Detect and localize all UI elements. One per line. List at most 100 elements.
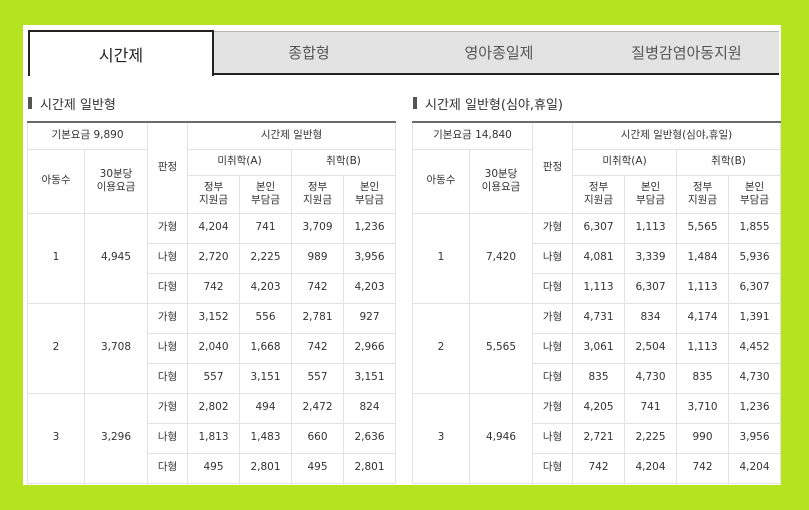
employed-self-cell: 927 bbox=[343, 302, 397, 334]
left-section-title: 시간제 일반형 bbox=[28, 93, 116, 113]
grade-cell: 다형 bbox=[147, 452, 189, 484]
grade-cell: 가형 bbox=[532, 302, 573, 334]
unemployed-self-cell: 6,307 bbox=[624, 272, 677, 304]
per30-header: 30분당 이용요금 bbox=[83, 148, 149, 214]
children-count-cell: 3 bbox=[412, 392, 470, 484]
unemployed-self-cell: 834 bbox=[624, 302, 677, 334]
unemployed-gov-cell: 4,204 bbox=[187, 212, 241, 244]
employed-self-cell: 4,203 bbox=[343, 272, 397, 304]
employed-self-cell: 2,966 bbox=[343, 332, 397, 364]
employed-gov-cell: 5,565 bbox=[676, 212, 729, 244]
employed-self-cell: 2,636 bbox=[343, 422, 397, 454]
unemployed-self-cell: 4,204 bbox=[624, 452, 677, 484]
grade-cell: 가형 bbox=[532, 392, 573, 424]
left-rate-table: 기본요금 9,890 판정 시간제 일반형 아동수 30분당 이용요금 미취학(A… bbox=[26, 121, 397, 484]
unemployed-self-cell: 741 bbox=[239, 212, 293, 244]
gov-header: 정부 지원금 bbox=[187, 174, 241, 214]
grade-cell: 나형 bbox=[147, 422, 189, 454]
gov-header: 정부 지원금 bbox=[291, 174, 345, 214]
employed-gov-cell: 1,113 bbox=[676, 332, 729, 364]
content-frame: 시간제 종합형 영아종일제 질병감염아동지원 시간제 일반형 시간제 일반형(심… bbox=[23, 25, 781, 485]
gov-header: 정부 지원금 bbox=[572, 174, 625, 214]
tab-infant-fullday[interactable]: 영아종일제 bbox=[404, 31, 594, 73]
unemployed-self-cell: 4,730 bbox=[624, 362, 677, 394]
children-count-cell: 3 bbox=[27, 392, 85, 484]
employed-self-cell: 6,307 bbox=[727, 272, 781, 304]
unemployed-self-cell: 2,225 bbox=[624, 422, 677, 454]
grade-cell: 가형 bbox=[147, 212, 189, 244]
children-count-cell: 1 bbox=[412, 212, 470, 304]
self-header: 본인 부담금 bbox=[727, 174, 781, 214]
table-row: 1 7,420 가형 6,307 1,113 5,565 1,855 bbox=[412, 212, 781, 304]
grade-cell: 나형 bbox=[532, 332, 573, 364]
unemployed-self-cell: 741 bbox=[624, 392, 677, 424]
grade-cell: 다형 bbox=[532, 272, 573, 304]
base-fee-cell: 기본요금 14,840 bbox=[412, 121, 533, 150]
employed-gov-cell: 990 bbox=[676, 422, 729, 454]
grade-cell: 다형 bbox=[532, 452, 573, 484]
unemployed-self-cell: 494 bbox=[239, 392, 293, 424]
tab-underline bbox=[213, 73, 779, 75]
table-row: 나형 2,721 2,225 990 3,956 bbox=[413, 422, 781, 454]
unemployed-gov-cell: 742 bbox=[187, 272, 241, 304]
grade-cell: 다형 bbox=[147, 272, 189, 304]
section-bullet-icon bbox=[413, 97, 417, 109]
employed-gov-cell: 989 bbox=[291, 242, 345, 274]
children-count-cell: 2 bbox=[412, 302, 470, 394]
employed-gov-cell: 742 bbox=[291, 332, 345, 364]
employed-self-cell: 1,236 bbox=[343, 212, 397, 244]
table-row: 1 4,945 가형 4,204 741 3,709 1,236 bbox=[27, 212, 397, 304]
group-header: 시간제 일반형 bbox=[187, 121, 397, 150]
employed-gov-cell: 742 bbox=[676, 452, 729, 484]
self-header: 본인 부담금 bbox=[624, 174, 677, 214]
unemployed-self-cell: 1,668 bbox=[239, 332, 293, 364]
employed-self-cell: 3,151 bbox=[343, 362, 397, 394]
unemployed-gov-cell: 2,040 bbox=[187, 332, 241, 364]
employed-gov-cell: 3,710 bbox=[676, 392, 729, 424]
table-row: 나형 2,040 1,668 742 2,966 bbox=[28, 332, 397, 364]
right-rate-table: 기본요금 14,840 판정 시간제 일반형(심야,휴일) 아동수 30분당 이용… bbox=[412, 121, 781, 484]
employed-header: 취학(B) bbox=[291, 148, 397, 176]
unemployed-self-cell: 4,203 bbox=[239, 272, 293, 304]
employed-self-cell: 3,956 bbox=[343, 242, 397, 274]
employed-gov-cell: 495 bbox=[291, 452, 345, 484]
tab-comprehensive[interactable]: 종합형 bbox=[214, 31, 404, 73]
unemployed-gov-cell: 6,307 bbox=[572, 212, 625, 244]
employed-gov-cell: 3,709 bbox=[291, 212, 345, 244]
left-section-title-text: 시간제 일반형 bbox=[40, 97, 116, 113]
gov-header: 정부 지원금 bbox=[676, 174, 729, 214]
unemployed-self-cell: 2,801 bbox=[239, 452, 293, 484]
employed-self-cell: 1,391 bbox=[727, 302, 781, 334]
tab-bar: 시간제 종합형 영아종일제 질병감염아동지원 bbox=[23, 25, 781, 77]
grade-header: 판정 bbox=[532, 121, 573, 214]
unemployed-gov-cell: 3,061 bbox=[572, 332, 625, 364]
unemployed-self-cell: 556 bbox=[239, 302, 293, 334]
unemployed-gov-cell: 2,721 bbox=[572, 422, 625, 454]
unemployed-gov-cell: 2,802 bbox=[187, 392, 241, 424]
tab-sick-child-support[interactable]: 질병감염아동지원 bbox=[594, 31, 779, 73]
table-row: 다형 742 4,204 742 4,204 bbox=[413, 452, 781, 484]
employed-gov-cell: 1,484 bbox=[676, 242, 729, 274]
tab-hourly[interactable]: 시간제 bbox=[28, 30, 214, 76]
table-row: 다형 835 4,730 835 4,730 bbox=[413, 362, 781, 394]
employed-self-cell: 824 bbox=[343, 392, 397, 424]
unemployed-gov-cell: 3,152 bbox=[187, 302, 241, 334]
base-fee-cell: 기본요금 9,890 bbox=[26, 121, 149, 150]
grade-cell: 나형 bbox=[532, 242, 573, 274]
per30-fee-cell: 3,296 bbox=[83, 392, 149, 484]
children-count-cell: 1 bbox=[27, 212, 85, 304]
employed-self-cell: 1,236 bbox=[727, 392, 781, 424]
table-row: 나형 1,813 1,483 660 2,636 bbox=[28, 422, 397, 454]
unemployed-self-cell: 3,339 bbox=[624, 242, 677, 274]
per30-fee-cell: 3,708 bbox=[83, 302, 149, 394]
unemployed-self-cell: 2,225 bbox=[239, 242, 293, 274]
children-header: 아동수 bbox=[27, 148, 85, 214]
table-row: 나형 2,720 2,225 989 3,956 bbox=[28, 242, 397, 274]
employed-gov-cell: 742 bbox=[291, 272, 345, 304]
grade-cell: 가형 bbox=[147, 392, 189, 424]
per30-fee-cell: 4,946 bbox=[469, 392, 533, 484]
employed-self-cell: 1,855 bbox=[727, 212, 781, 244]
grade-cell: 다형 bbox=[532, 362, 573, 394]
right-section-title-text: 시간제 일반형(심야,휴일) bbox=[425, 97, 564, 113]
employed-self-cell: 3,956 bbox=[727, 422, 781, 454]
